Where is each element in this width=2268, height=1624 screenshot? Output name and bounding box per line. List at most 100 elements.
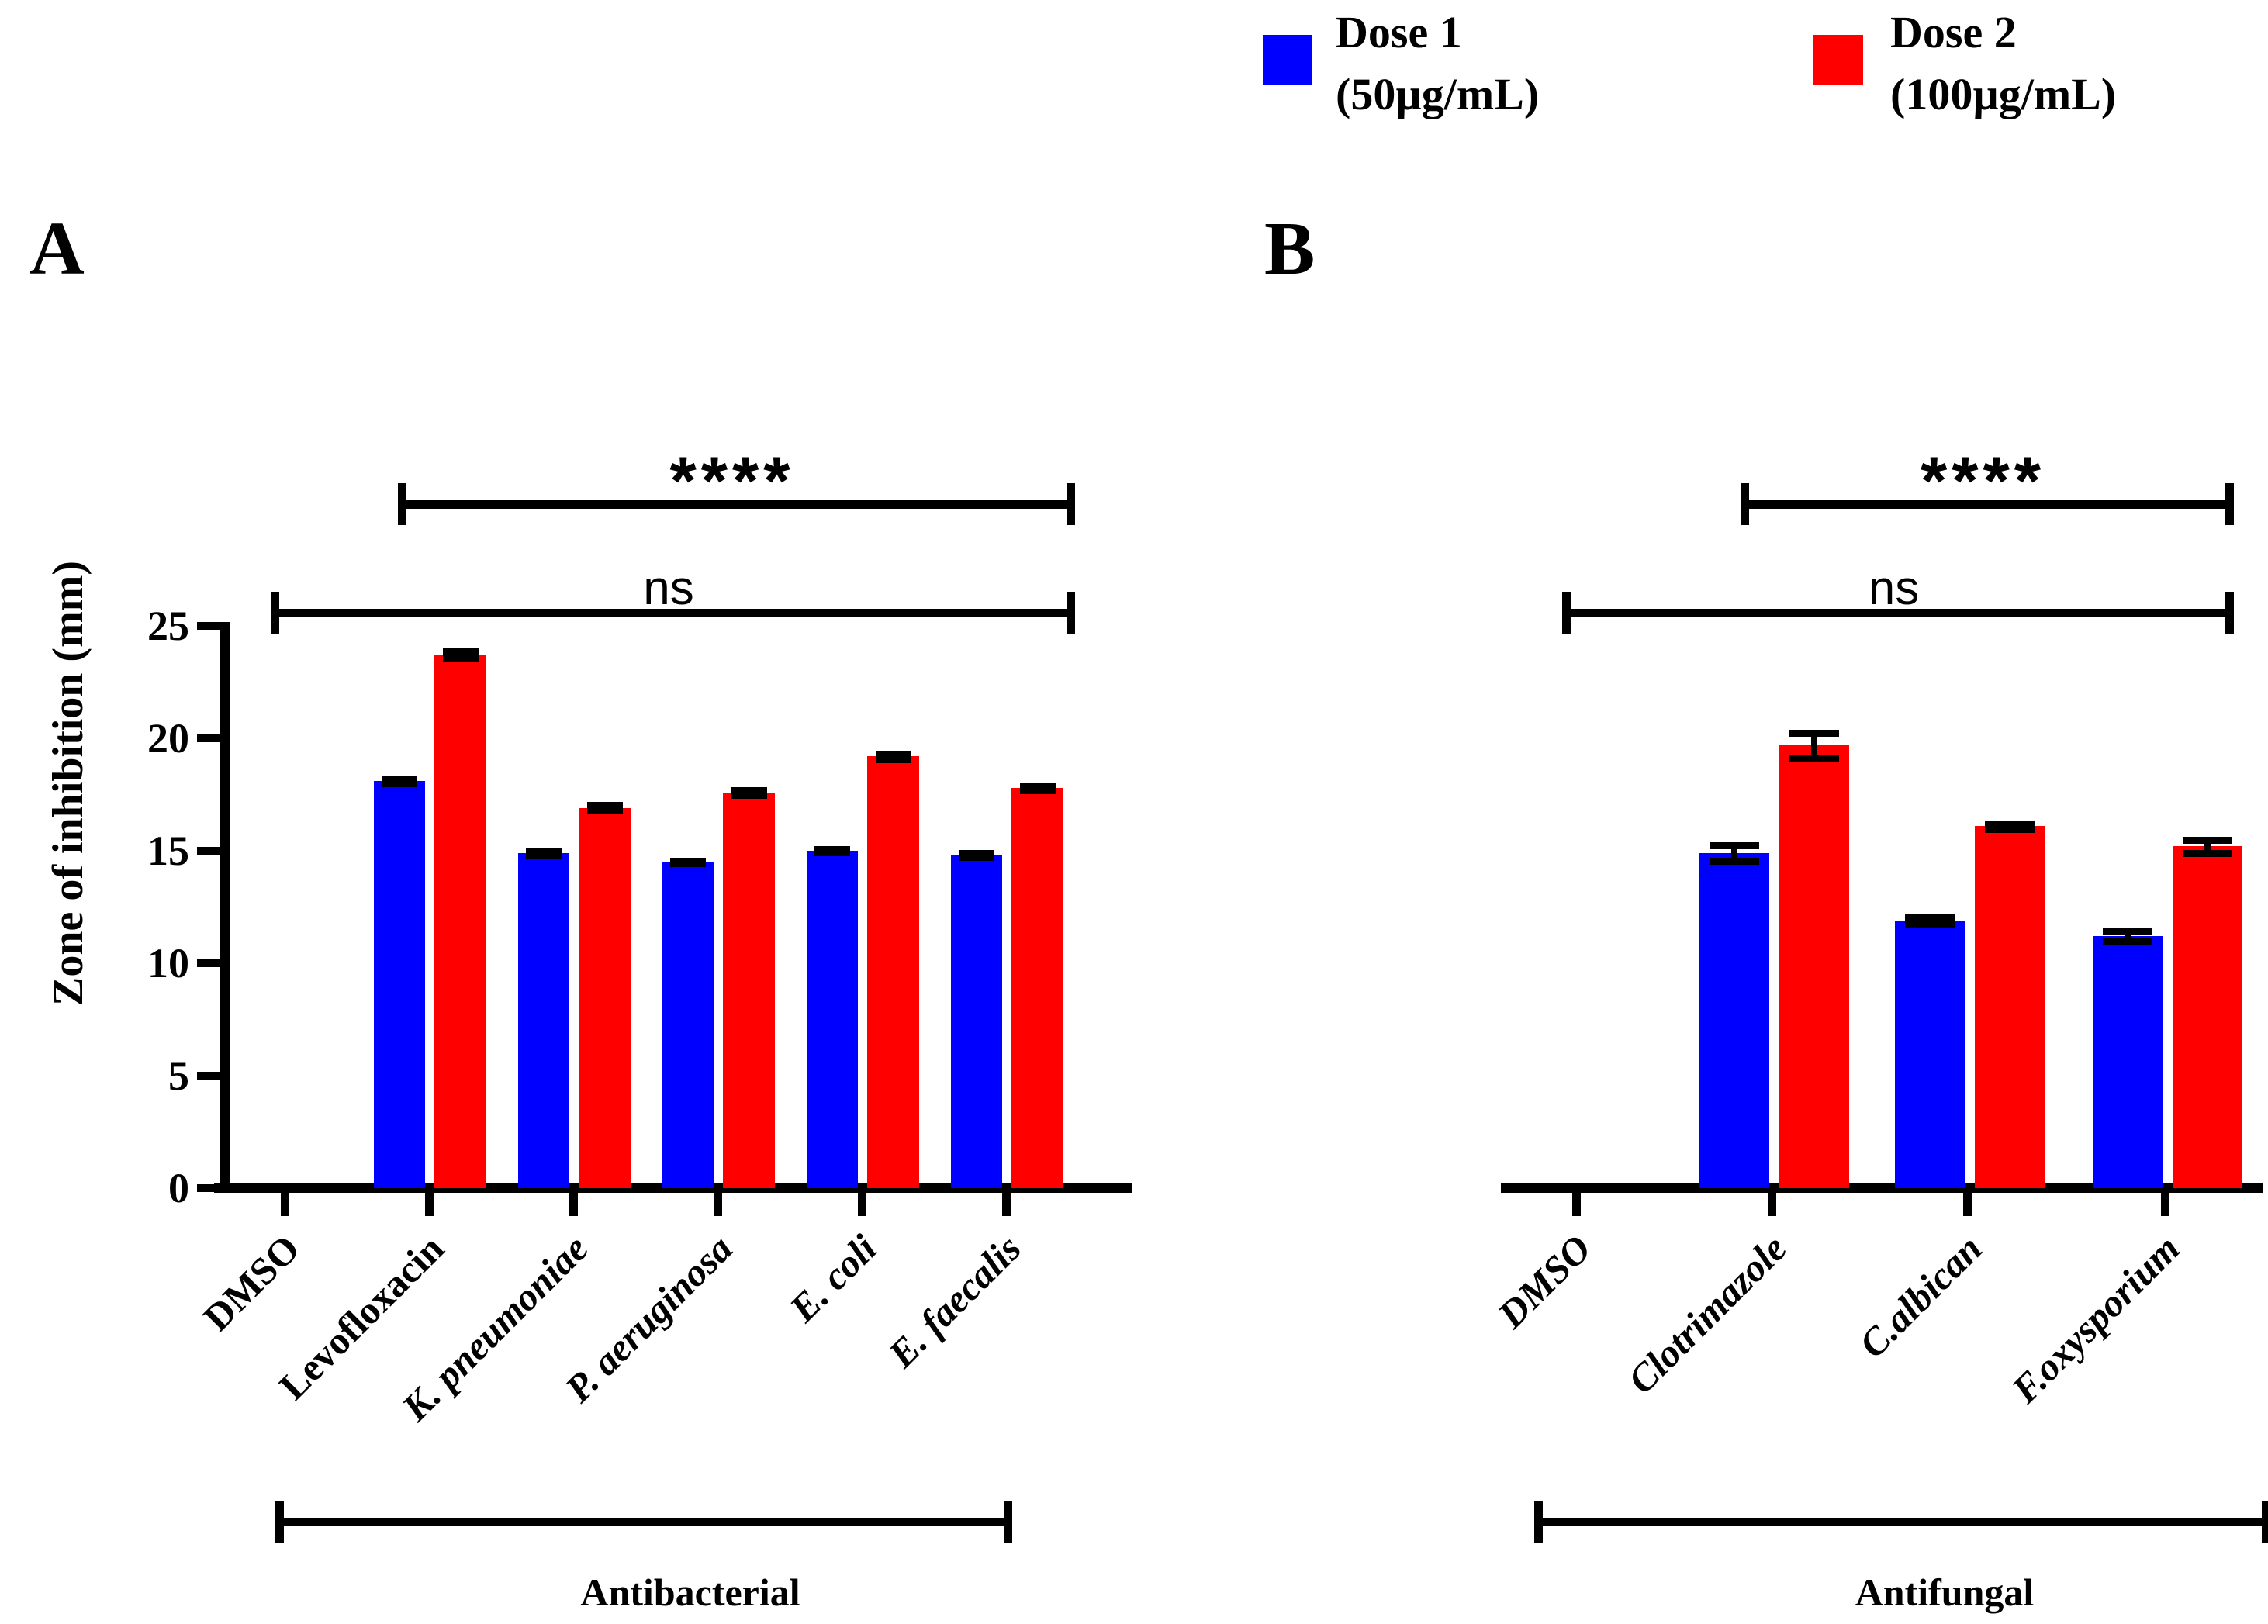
x-axis-line xyxy=(1501,1183,2263,1193)
group-bracket-cap-left xyxy=(275,1501,284,1543)
panel-letter-a: A xyxy=(29,207,85,291)
bar-dose2-1 xyxy=(434,655,486,1188)
y-tick-label-5: 5 xyxy=(168,1052,189,1099)
y-tick-label-20: 20 xyxy=(147,715,189,762)
y-tick-5 xyxy=(197,1072,220,1080)
bar-dose1-2 xyxy=(518,852,569,1188)
error-bar-cap-top xyxy=(731,786,767,794)
y-tick-20 xyxy=(197,734,220,742)
x-tick xyxy=(1572,1193,1581,1216)
x-tick xyxy=(1963,1193,1972,1216)
bar-dose1-1 xyxy=(374,781,425,1188)
sig-bracket-cap-left xyxy=(1562,592,1571,634)
error-bar-cap-bottom xyxy=(442,655,479,663)
x-label-k-pneumoniae: K. pneumoniae xyxy=(393,1226,596,1429)
error-bar-cap-top xyxy=(1019,782,1056,790)
legend-label-dose1: Dose 1 (50µg/mL) xyxy=(1336,2,1539,126)
significance-ns-label: ns xyxy=(643,561,694,615)
bar-dose2-3 xyxy=(723,792,775,1188)
error-bar-cap-bottom xyxy=(1789,754,1839,762)
sig-bracket-cap-right xyxy=(1067,592,1075,634)
error-bar-cap-bottom xyxy=(731,791,767,799)
sig-bracket-cap-left xyxy=(1741,483,1749,525)
error-bar-cap-bottom xyxy=(382,780,417,787)
sig-bracket-line xyxy=(1741,500,2234,509)
x-tick xyxy=(858,1193,866,1216)
bar-dose2-3 xyxy=(2173,846,2242,1188)
x-tick xyxy=(1768,1193,1776,1216)
error-bar-cap-top xyxy=(1789,729,1839,737)
group-bracket-cap-right xyxy=(1004,1501,1012,1543)
error-bar-cap-top xyxy=(526,848,562,855)
group-label-antifungal: Antifungal xyxy=(1855,1570,2035,1614)
error-bar-cap-bottom xyxy=(670,860,706,868)
significance-ns-label: ns xyxy=(1868,561,1920,615)
legend-label-dose2: Dose 2 (100µg/mL) xyxy=(1890,2,2116,126)
error-bar-stem xyxy=(2204,839,2211,853)
error-bar-cap-top xyxy=(2183,836,2232,844)
sig-bracket-line xyxy=(1562,609,2234,617)
legend-label-dose1-line1: Dose 1 xyxy=(1336,7,1462,57)
error-bar-cap-top xyxy=(442,648,479,656)
bar-dose1-4 xyxy=(807,851,858,1188)
legend-label-dose2-line2: (100µg/mL) xyxy=(1890,69,2117,119)
y-tick-0 xyxy=(197,1184,220,1192)
bar-dose1-2 xyxy=(1895,920,1965,1188)
error-bar-cap-bottom xyxy=(1985,825,2035,833)
error-bar-cap-bottom xyxy=(875,755,911,763)
significance-stars-label: **** xyxy=(669,442,795,519)
group-bracket-cap-right xyxy=(2262,1501,2268,1543)
error-bar-cap-top xyxy=(1905,914,1955,921)
y-tick-10 xyxy=(197,959,220,967)
error-bar-cap-top xyxy=(2103,927,2152,935)
error-bar-cap-bottom xyxy=(1710,858,1759,866)
bar-dose2-2 xyxy=(579,807,631,1188)
x-tick xyxy=(714,1193,722,1216)
error-bar-cap-top xyxy=(382,776,417,783)
x-tick xyxy=(281,1193,289,1216)
error-bar-cap-top xyxy=(959,850,994,858)
legend-swatch-dose2 xyxy=(1813,35,1863,85)
sig-bracket-cap-left xyxy=(398,483,406,525)
x-tick xyxy=(1002,1193,1011,1216)
bar-dose2-5 xyxy=(1011,787,1063,1188)
error-bar-cap-bottom xyxy=(959,854,994,862)
bar-dose1-3 xyxy=(662,862,714,1188)
sig-bracket-cap-right xyxy=(1067,483,1075,525)
error-bar-cap-bottom xyxy=(526,852,562,859)
error-bar-cap-bottom xyxy=(2183,849,2232,857)
y-axis-line xyxy=(220,622,230,1193)
error-bar-cap-bottom xyxy=(2103,938,2152,946)
error-bar-cap-top xyxy=(814,845,850,853)
sig-bracket-cap-right xyxy=(2225,483,2234,525)
group-bracket-line xyxy=(1534,1518,2268,1526)
significance-stars-label: **** xyxy=(1921,442,2045,519)
y-tick-15 xyxy=(197,847,220,855)
legend-swatch-dose1 xyxy=(1263,35,1312,85)
bar-dose1-1 xyxy=(1699,852,1769,1188)
y-tick-label-25: 25 xyxy=(147,603,189,649)
error-bar-stem xyxy=(1811,732,1817,758)
group-label-antibacterial: Antibacterial xyxy=(580,1570,800,1614)
error-bar-cap-top xyxy=(586,802,623,810)
bar-dose2-4 xyxy=(867,756,919,1188)
group-bracket-line xyxy=(275,1518,1012,1526)
error-bar-cap-bottom xyxy=(814,849,850,857)
bar-dose1-5 xyxy=(951,855,1002,1188)
error-bar-cap-bottom xyxy=(586,807,623,815)
error-bar-cap-top xyxy=(875,750,911,758)
panel-letter-b: B xyxy=(1264,207,1316,291)
error-bar-cap-bottom xyxy=(1905,921,1955,928)
group-bracket-cap-left xyxy=(1534,1501,1543,1543)
legend-label-dose2-line1: Dose 2 xyxy=(1890,7,2017,57)
error-bar-stem xyxy=(2125,930,2131,942)
y-tick-25 xyxy=(197,622,220,630)
x-label-p-aeruginosa: P. aeruginosa xyxy=(556,1226,741,1411)
y-tick-label-10: 10 xyxy=(147,940,189,986)
x-label-e-faecalis: E. faecalis xyxy=(880,1226,1029,1376)
y-tick-label-0: 0 xyxy=(168,1165,189,1211)
bar-dose2-2 xyxy=(1975,826,2045,1188)
bar-dose1-3 xyxy=(2093,936,2163,1188)
x-label-levofloxacin: Levofloxacin xyxy=(270,1226,452,1408)
